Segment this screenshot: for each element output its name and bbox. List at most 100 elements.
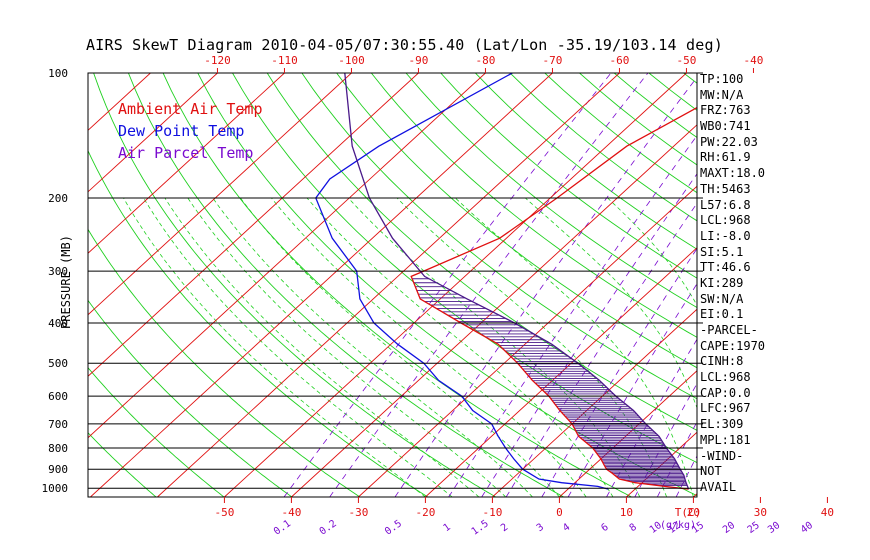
y-tick-label: 300 bbox=[48, 265, 68, 278]
dry-adiabat-line bbox=[93, 73, 497, 497]
index-th: TH:5463 bbox=[700, 181, 751, 196]
mixing-ratio-label: 20 bbox=[721, 520, 737, 536]
index-parcel-lcl: LCL:968 bbox=[700, 370, 751, 385]
y-tick-label: 1000 bbox=[42, 482, 69, 495]
isotherm-line bbox=[88, 73, 352, 316]
isotherm-line bbox=[88, 73, 218, 193]
legend-ambient-temp: Ambient Air Temp bbox=[118, 100, 263, 118]
bottom-temp-label: 10 bbox=[620, 506, 633, 519]
dry-adiabat-line bbox=[232, 73, 697, 464]
chart-background-lines bbox=[0, 73, 697, 497]
y-tick-label: 900 bbox=[48, 463, 68, 476]
mixing-ratio-line bbox=[329, 73, 649, 497]
dry-adiabat-line bbox=[266, 73, 697, 431]
dry-adiabat-line bbox=[88, 228, 361, 497]
bottom-temp-label: -10 bbox=[482, 506, 502, 519]
index-wind-avail: AVAIL bbox=[700, 479, 737, 494]
index-wb0: WB0:741 bbox=[700, 119, 751, 134]
moist-adiabat-line bbox=[607, 197, 697, 307]
plot-frame bbox=[87, 72, 698, 498]
legend-parcel-temp: Air Parcel Temp bbox=[118, 144, 254, 162]
bottom-temp-label: -50 bbox=[214, 506, 234, 519]
dry-adiabat-line bbox=[0, 73, 20, 497]
bottom-temp-label: -20 bbox=[415, 506, 435, 519]
mixing-ratio-line bbox=[448, 134, 697, 497]
index-cape: CAPE:1970 bbox=[700, 338, 766, 353]
mixing-ratio-label: 0.5 bbox=[383, 518, 404, 537]
mixing-ratio-label: 25 bbox=[746, 520, 762, 536]
index-ki: KI:289 bbox=[700, 275, 744, 290]
dry-adiabat-line bbox=[88, 496, 89, 497]
mixing-ratio-label: 0.2 bbox=[318, 518, 339, 537]
index-si: SI:5.1 bbox=[700, 244, 744, 259]
isotherm-line bbox=[358, 185, 697, 497]
top-temp-label: -120 bbox=[204, 54, 231, 67]
bottom-temp-label: 20 bbox=[687, 506, 700, 519]
isotherm-line bbox=[0, 73, 16, 497]
isotherm-line bbox=[559, 370, 697, 497]
dry-adiabat-line bbox=[336, 73, 697, 369]
profile-lines bbox=[315, 73, 697, 490]
mixing-ratio-line bbox=[634, 382, 697, 497]
bottom-temp-label: -40 bbox=[281, 506, 301, 519]
dry-adiabat-line bbox=[370, 73, 697, 338]
mixing-ratio-line bbox=[394, 76, 697, 497]
dry-adiabat-line bbox=[405, 73, 697, 309]
top-temp-label: -40 bbox=[744, 54, 764, 67]
moist-adiabat-line bbox=[306, 197, 614, 497]
index-mw: MW:N/A bbox=[700, 87, 744, 102]
moist-adiabat-line bbox=[123, 197, 426, 497]
index-parcel-header: -PARCEL- bbox=[700, 323, 758, 337]
isotherm-line bbox=[157, 73, 620, 497]
top-temp-label: -110 bbox=[271, 54, 298, 67]
y-tick-label: 400 bbox=[48, 317, 68, 330]
isotherm-line bbox=[88, 73, 486, 439]
index-li: LI:-8.0 bbox=[700, 228, 751, 243]
mixing-ratio-label: 2 bbox=[499, 522, 510, 534]
dry-adiabat-line bbox=[197, 73, 697, 497]
y-tick-label: 100 bbox=[48, 67, 68, 80]
y-tick-label: 600 bbox=[48, 390, 68, 403]
dry-adiabat-line bbox=[475, 73, 697, 250]
isotherm-line bbox=[291, 124, 697, 497]
moist-adiabat-line bbox=[271, 197, 587, 497]
stability-index-panel: TP:100 MW:N/A FRZ:763 WB0:741 PW:22.03 R… bbox=[700, 72, 868, 496]
moist-adiabat-line bbox=[187, 197, 507, 497]
y-axis-label: PRESSURE (MB) bbox=[59, 235, 73, 329]
moist-adiabat-line bbox=[143, 197, 453, 497]
top-temp-label: -60 bbox=[610, 54, 630, 67]
index-frz: FRZ:763 bbox=[700, 103, 751, 118]
mixing-ratio-line bbox=[567, 283, 697, 497]
bottom-temp-label: 40 bbox=[821, 506, 834, 519]
mixing-ratio-label: 1 bbox=[441, 522, 452, 534]
index-wind-header: -WIND- bbox=[700, 448, 744, 463]
top-temp-label: -50 bbox=[677, 54, 697, 67]
bottom-temp-label: 0 bbox=[556, 506, 563, 519]
index-mpl: MPL:181 bbox=[700, 432, 751, 447]
dry-adiabat-line bbox=[440, 73, 697, 279]
dry-adiabat-line bbox=[127, 73, 564, 497]
dry-adiabat-line bbox=[88, 299, 293, 497]
moist-adiabat-line bbox=[455, 197, 694, 497]
parcel-profile-line bbox=[344, 73, 690, 490]
dry-adiabat-line bbox=[88, 149, 429, 497]
top-temp-label: -80 bbox=[476, 54, 496, 67]
mixing-ratio-line bbox=[481, 173, 697, 497]
mixing-ratio-label: 30 bbox=[766, 520, 782, 536]
mixing-ratio-label: 1.5 bbox=[470, 518, 491, 537]
index-tt: TT:46.6 bbox=[700, 260, 751, 275]
cape-hatching bbox=[412, 278, 688, 486]
isotherm-line bbox=[492, 308, 697, 497]
bottom-temp-label: 30 bbox=[754, 506, 767, 519]
top-temp-label: -90 bbox=[409, 54, 429, 67]
mixing-ratio-label: 40 bbox=[799, 520, 815, 536]
dry-adiabat-line bbox=[88, 366, 225, 497]
isotherm-line bbox=[88, 73, 419, 377]
top-temp-label: -70 bbox=[543, 54, 563, 67]
index-pw: PW:22.03 bbox=[700, 134, 758, 149]
y-tick-label: 700 bbox=[48, 418, 68, 431]
moist-adiabat-line bbox=[164, 197, 480, 497]
index-ei: EI:0.1 bbox=[700, 307, 744, 322]
